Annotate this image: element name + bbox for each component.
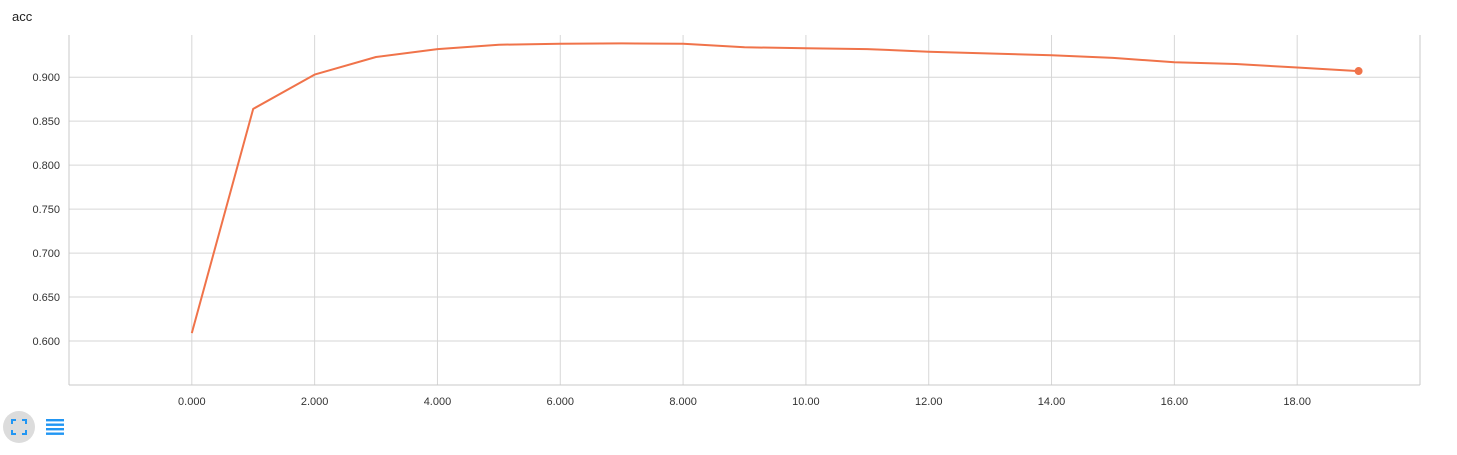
series-layer bbox=[190, 42, 1363, 334]
x-tick-label-0: 0.000 bbox=[178, 396, 206, 405]
x-tick-label-8: 16.00 bbox=[1161, 396, 1189, 405]
axes bbox=[68, 35, 1421, 386]
toggle-log-scale-icon bbox=[46, 419, 64, 435]
fit-domain-button[interactable] bbox=[3, 411, 35, 443]
chart-plot: 0.000 2.000 4.000 6.000 8.000 10.00 12.00 14.00… bbox=[32, 35, 1421, 405]
x-tick-label-7: 14.00 bbox=[1038, 396, 1066, 405]
fit-domain-icon bbox=[11, 419, 27, 435]
grid-lines bbox=[69, 35, 1420, 385]
y-tick-label-6: 0.900 bbox=[32, 72, 60, 84]
chart-toolbar bbox=[3, 411, 75, 443]
series-last-point-0 bbox=[1354, 67, 1363, 76]
series-line-0 bbox=[190, 42, 1359, 334]
y-tick-label-3: 0.750 bbox=[32, 204, 60, 216]
chart-title: acc bbox=[12, 9, 33, 24]
y-tick-label-4: 0.800 bbox=[32, 160, 60, 172]
toggle-log-scale-button[interactable] bbox=[39, 411, 71, 443]
y-tick-label-2: 0.700 bbox=[32, 248, 60, 260]
x-tick-label-9: 18.00 bbox=[1283, 396, 1311, 405]
x-tick-label-4: 8.000 bbox=[669, 396, 697, 405]
y-tick-label-0: 0.600 bbox=[32, 336, 60, 348]
y-tick-label-1: 0.650 bbox=[32, 292, 60, 304]
y-tick-label-5: 0.850 bbox=[32, 116, 60, 128]
x-tick-label-5: 10.00 bbox=[792, 396, 820, 405]
x-tick-label-2: 4.000 bbox=[424, 396, 452, 405]
tick-labels: 0.000 2.000 4.000 6.000 8.000 10.00 12.00 14.00… bbox=[32, 72, 1310, 405]
x-tick-label-1: 2.000 bbox=[301, 396, 329, 405]
x-tick-label-6: 12.00 bbox=[915, 396, 943, 405]
x-tick-label-3: 6.000 bbox=[547, 396, 575, 405]
